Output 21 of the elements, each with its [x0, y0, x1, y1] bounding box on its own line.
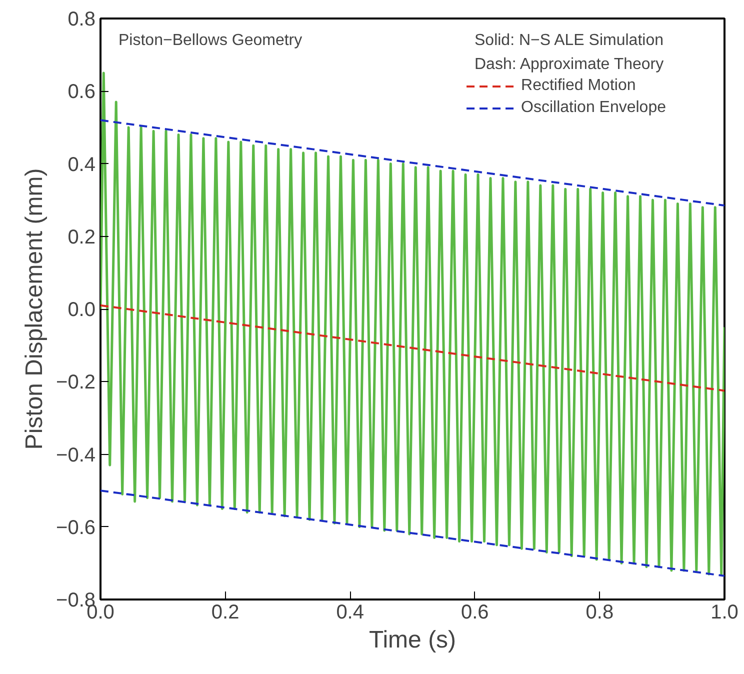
y-tick-label: −0.2	[56, 372, 96, 394]
legend-label: Rectified Motion	[521, 77, 636, 95]
y-tick-label: 0.2	[68, 226, 96, 248]
annotation: Piston−Bellows Geometry	[118, 32, 302, 49]
y-tick-label: 0.0	[68, 299, 96, 321]
x-tick-label: 0.8	[586, 602, 614, 624]
y-tick-label: 0.8	[68, 8, 96, 30]
y-tick-label: 0.4	[68, 154, 96, 176]
x-axis-title: Time (s)	[368, 626, 456, 654]
annotation: Solid: N−S ALE Simulation	[474, 32, 664, 49]
line-series	[100, 72, 724, 576]
y-tick-label: −0.4	[56, 444, 96, 466]
x-tick-label: 0.6	[461, 602, 489, 624]
x-tick-label: 0.4	[336, 602, 364, 624]
x-tick-label: 1.0	[710, 602, 738, 624]
x-tick-label: 0.2	[211, 602, 240, 624]
y-tick-label: −0.6	[56, 516, 96, 539]
y-axis-title: Piston Displacement (mm)	[21, 168, 48, 450]
legend-label: Oscillation Envelope	[521, 99, 666, 117]
y-tick-label: 0.6	[68, 81, 96, 104]
annotation: Dash: Approximate Theory	[474, 56, 664, 73]
